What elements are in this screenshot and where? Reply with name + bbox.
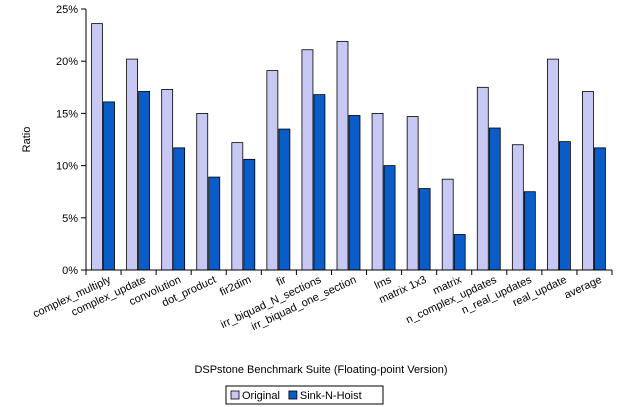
legend-label-original: Original: [242, 390, 280, 402]
legend-box: [225, 385, 384, 405]
x-tick-label: average: [563, 274, 604, 302]
bar-original: [511, 144, 524, 271]
bar-original: [196, 113, 209, 271]
bar-sink-n-hoist: [278, 128, 291, 271]
y-tick-label: 5%: [62, 213, 78, 225]
bar-sink-n-hoist: [138, 91, 151, 271]
bar-original: [161, 88, 174, 271]
x-tick-label: fir2dim: [218, 274, 253, 299]
bar-original: [406, 116, 419, 271]
bar-sink-n-hoist: [243, 158, 256, 271]
bar-sink-n-hoist: [313, 94, 326, 271]
bar-original: [301, 49, 314, 271]
bar-original: [441, 178, 454, 271]
legend-swatch-sink-n-hoist: [288, 390, 298, 400]
bar-sink-n-hoist: [418, 188, 431, 271]
bar-original: [582, 91, 594, 271]
bar-original: [231, 142, 244, 271]
bar-sink-n-hoist: [173, 147, 186, 271]
y-axis-title: Ratio: [21, 127, 33, 153]
x-axis-tick-labels: complex_multiplycomplex_updateconvolutio…: [31, 274, 603, 333]
bar-original: [547, 58, 559, 271]
x-axis-title: DSPstone Benchmark Suite (Floating-point…: [194, 364, 447, 376]
bar-sink-n-hoist: [348, 115, 361, 271]
bar-sink-n-hoist: [208, 176, 221, 271]
bar-sink-n-hoist: [488, 127, 501, 271]
bar-sink-n-hoist: [594, 147, 606, 271]
y-tick-label: 20%: [56, 56, 78, 68]
bars: [91, 23, 606, 271]
legend-swatch-original: [230, 390, 240, 400]
bar-original: [476, 86, 489, 271]
legend-label-sink-n-hoist: Sink-N-Hoist: [300, 390, 362, 402]
bar-original: [266, 70, 279, 271]
bar-sink-n-hoist: [559, 141, 571, 271]
y-tick-label: 10%: [56, 161, 78, 173]
bar-sink-n-hoist: [523, 191, 536, 271]
bar-sink-n-hoist: [103, 101, 115, 271]
x-tick-label: fir: [275, 274, 289, 289]
bar-sink-n-hoist: [453, 234, 466, 271]
x-axis-ticks: [85, 270, 613, 275]
legend: Original Sink-N-Hoist: [225, 385, 384, 405]
bar-sink-n-hoist: [383, 165, 396, 271]
bar-original: [336, 40, 349, 271]
bar-original: [126, 58, 138, 271]
y-tick-label: 15%: [56, 108, 78, 120]
bar-original: [371, 113, 384, 271]
y-tick-label: 25%: [56, 4, 78, 16]
bar-original: [91, 23, 103, 271]
y-axis-ticks: 0% 5% 10% 15% 20% 25%: [56, 4, 86, 277]
y-tick-label: 0%: [62, 265, 78, 277]
